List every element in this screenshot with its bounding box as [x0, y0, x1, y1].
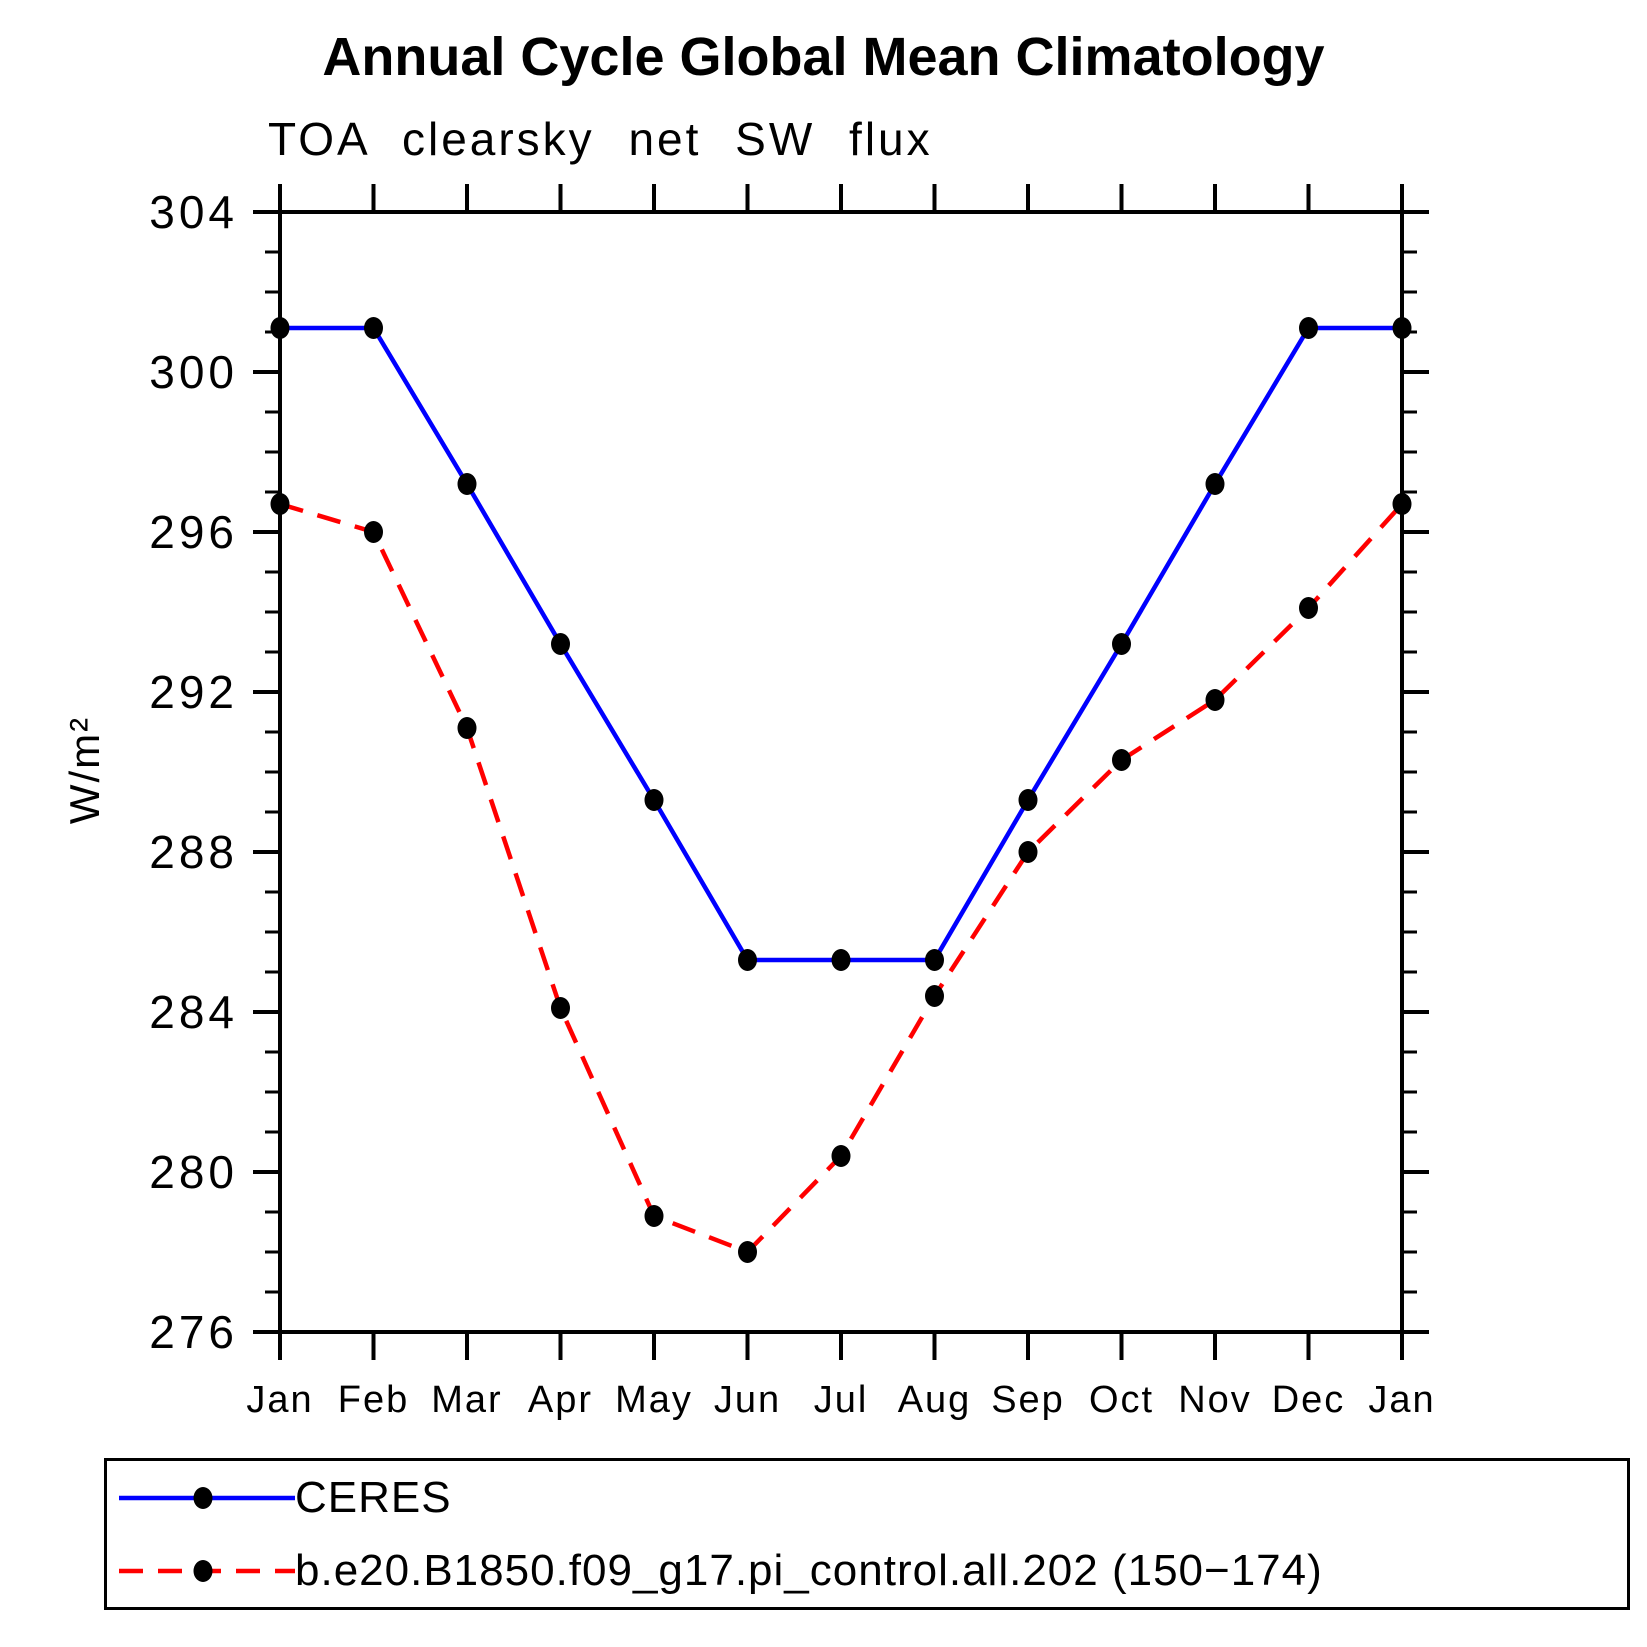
chart-title: Annual Cycle Global Mean Climatology — [322, 27, 1325, 87]
data-point-marker-model — [738, 1241, 757, 1263]
y-tick-label: 292 — [149, 666, 238, 718]
legend-key-dashed-line — [119, 1559, 295, 1582]
x-tick-label: Jan — [1368, 1379, 1435, 1421]
legend-key-solid-line — [119, 1486, 295, 1509]
data-point-marker-model — [831, 1145, 851, 1167]
x-tick-label: Jun — [714, 1379, 781, 1421]
legend-item-ceres: CERES — [107, 1461, 1627, 1534]
x-tick-label: Jul — [814, 1379, 869, 1421]
data-point-marker-ceres — [1112, 633, 1131, 655]
data-point-marker-ceres — [644, 789, 664, 811]
y-tick-label: 276 — [149, 1306, 238, 1358]
x-tick-label: Oct — [1089, 1379, 1154, 1421]
y-tick-label: 288 — [149, 826, 238, 878]
data-point-marker-model — [1392, 493, 1412, 515]
data-point-marker-model — [270, 493, 290, 515]
data-point-marker-model — [644, 1205, 664, 1227]
chart-subtitle: TOA clearsky net SW flux — [268, 113, 933, 165]
y-tick-label: 304 — [149, 186, 238, 238]
data-point-marker-ceres — [551, 633, 570, 655]
data-point-marker-ceres — [270, 317, 290, 339]
data-point-marker-model — [551, 997, 570, 1019]
y-axis-title: W/m² — [61, 715, 108, 825]
x-tick-label: Jan — [246, 1379, 313, 1421]
series-line-ceres — [280, 325, 1402, 963]
x-tick-label: Feb — [338, 1379, 409, 1421]
x-tick-label: Mar — [431, 1379, 502, 1421]
data-point-marker-ceres — [1392, 317, 1412, 339]
legend-sample-marker — [193, 1486, 213, 1509]
x-tick-label: Sep — [991, 1379, 1065, 1421]
legend-label-model: b.e20.B1850.f09_g17.pi_control.all.202 (… — [295, 1545, 1323, 1595]
data-point-marker-model — [364, 521, 383, 543]
series-line-model — [279, 501, 1404, 1255]
data-point-marker-ceres — [364, 317, 383, 339]
data-point-marker-model — [1112, 749, 1131, 771]
y-tick-label: 284 — [149, 986, 238, 1038]
data-point-marker-ceres — [1018, 789, 1038, 811]
legend-label-ceres: CERES — [295, 1472, 452, 1522]
data-point-marker-model — [1299, 597, 1318, 619]
y-tick-label: 296 — [149, 506, 238, 558]
data-point-marker-ceres — [831, 949, 851, 971]
data-point-marker-ceres — [1205, 473, 1225, 495]
y-tick-label: 280 — [149, 1146, 238, 1198]
x-tick-label: May — [615, 1379, 693, 1421]
legend-box: CERES b.e20.B1850.f09_g17.pi_control.all… — [104, 1458, 1630, 1610]
y-tick-label: 300 — [149, 346, 238, 398]
data-point-marker-ceres — [1299, 317, 1318, 339]
data-point-marker-model — [1205, 689, 1225, 711]
legend-sample-marker — [193, 1559, 213, 1582]
data-point-marker-ceres — [738, 949, 757, 971]
data-point-marker-model — [925, 985, 944, 1007]
legend-item-model: b.e20.B1850.f09_g17.pi_control.all.202 (… — [107, 1534, 1627, 1607]
x-tick-label: Nov — [1178, 1379, 1252, 1421]
data-point-marker-model — [457, 717, 477, 739]
data-point-marker-model — [1018, 841, 1038, 863]
data-point-marker-ceres — [925, 949, 944, 971]
x-tick-label: Apr — [528, 1379, 593, 1421]
data-point-marker-ceres — [457, 473, 477, 495]
x-tick-label: Aug — [898, 1379, 972, 1421]
x-tick-label: Dec — [1272, 1379, 1346, 1421]
